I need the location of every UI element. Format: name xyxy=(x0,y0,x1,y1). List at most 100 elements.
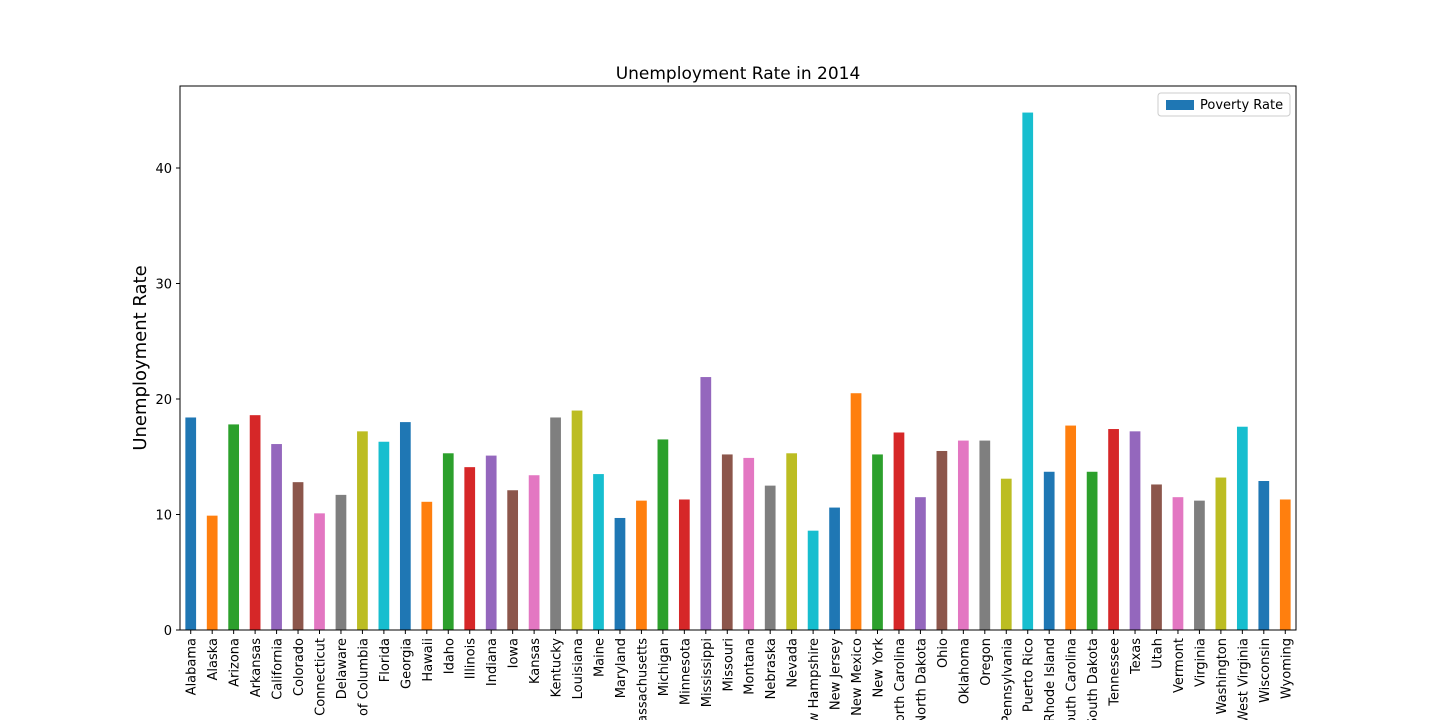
bar xyxy=(485,455,497,630)
x-tick-label: Arizona xyxy=(228,638,243,687)
x-tick-label: Nebraska xyxy=(764,638,779,699)
bar xyxy=(1129,431,1141,630)
bar xyxy=(850,393,862,630)
y-tick-label: 10 xyxy=(155,509,172,524)
bar xyxy=(786,453,798,630)
x-tick-label: Oregon xyxy=(979,638,994,686)
legend-box xyxy=(1157,92,1291,117)
x-tick-label: Texas xyxy=(1129,638,1144,675)
bar xyxy=(721,454,733,630)
bar xyxy=(399,422,411,630)
x-tick-label: South Carolina xyxy=(1065,638,1080,720)
x-tick-label: North Carolina xyxy=(893,638,908,720)
bar xyxy=(1086,471,1098,630)
x-tick-label: Nevada xyxy=(786,638,801,688)
bar xyxy=(1172,497,1184,630)
bar xyxy=(507,490,519,630)
x-tick-label: Florida xyxy=(378,638,393,682)
x-tick-label: Idaho xyxy=(442,638,457,674)
x-tick-label: New Mexico xyxy=(850,638,865,716)
x-tick-label: Mississippi xyxy=(700,638,715,707)
x-tick-label: Maryland xyxy=(614,638,629,698)
x-tick-label: South Dakota xyxy=(1086,638,1101,720)
bar xyxy=(464,467,476,630)
bar xyxy=(957,440,969,630)
y-axis-label: Unemployment Rate xyxy=(130,265,151,450)
bar xyxy=(1215,477,1227,630)
plot-frame xyxy=(179,85,1297,631)
bar xyxy=(292,482,304,630)
x-tick-label: Massachusetts xyxy=(635,638,650,720)
legend-swatch xyxy=(1166,100,1194,110)
x-tick-label: Kentucky xyxy=(550,638,565,698)
x-tick-label: New Jersey xyxy=(829,638,844,710)
x-tick-label: West Virginia xyxy=(1236,638,1251,720)
bar xyxy=(421,501,433,630)
bar xyxy=(1108,429,1119,630)
x-tick-label: Iowa xyxy=(507,638,522,668)
y-tick-label: 0 xyxy=(164,624,172,639)
bar xyxy=(550,417,561,630)
bar xyxy=(249,415,261,630)
y-tick-label: 20 xyxy=(155,393,172,408)
bar xyxy=(893,432,905,630)
bar xyxy=(271,444,282,630)
bar xyxy=(1151,484,1162,630)
x-tick-label: Ohio xyxy=(936,638,951,668)
x-tick-label: Pennsylvania xyxy=(1000,638,1015,720)
x-tick-label: Colorado xyxy=(292,638,307,696)
bar xyxy=(378,441,390,630)
x-tick-label: Vermont xyxy=(1172,638,1187,693)
x-tick-label: Kansas xyxy=(528,638,543,684)
bar xyxy=(571,410,583,630)
bar xyxy=(206,515,218,630)
bar xyxy=(335,494,347,630)
x-tick-label: New York xyxy=(872,638,887,698)
bar xyxy=(678,499,690,630)
bar xyxy=(829,507,840,630)
x-tick-label: Tennessee xyxy=(1108,638,1123,707)
x-tick-label: New Hampshire xyxy=(807,638,822,720)
x-tick-label: Louisiana xyxy=(571,638,586,699)
legend-label: Poverty Rate xyxy=(1200,98,1283,113)
x-tick-label: Connecticut xyxy=(314,638,329,716)
x-tick-label: California xyxy=(271,638,286,700)
x-tick-label: Illinois xyxy=(464,638,479,679)
bar xyxy=(872,454,883,630)
bar xyxy=(1279,499,1291,630)
x-tick-label: Georgia xyxy=(399,638,414,689)
y-tick-label: 40 xyxy=(155,162,172,177)
x-tick-label: Wisconsin xyxy=(1258,638,1273,703)
x-tick-label: Hawaii xyxy=(421,638,436,682)
y-tick-label: 30 xyxy=(155,278,172,293)
bar xyxy=(357,431,368,630)
x-tick-label: North Dakota xyxy=(914,638,929,720)
x-tick-label: Missouri xyxy=(721,638,736,692)
bar xyxy=(614,517,626,630)
chart-title: Unemployment Rate in 2014 xyxy=(616,64,861,84)
x-tick-label: Puerto Rico xyxy=(1022,638,1037,712)
x-tick-label: Rhode Island xyxy=(1043,638,1058,720)
bar xyxy=(593,474,604,630)
x-tick-label: Minnesota xyxy=(678,638,693,705)
bar xyxy=(636,500,647,630)
bar xyxy=(764,485,776,630)
bar xyxy=(743,457,755,630)
bar xyxy=(979,440,991,630)
x-tick-label: Maine xyxy=(593,638,608,677)
x-tick-label: District of Columbia xyxy=(356,638,371,720)
bar xyxy=(1236,426,1248,630)
bar xyxy=(185,417,197,630)
bar xyxy=(657,439,669,630)
x-tick-label: Oklahoma xyxy=(957,638,972,704)
bar xyxy=(1000,478,1012,630)
x-tick-label: Utah xyxy=(1151,638,1166,669)
bar xyxy=(1065,425,1077,630)
bar xyxy=(314,513,325,630)
bar xyxy=(915,497,926,630)
x-tick-label: Indiana xyxy=(485,638,500,686)
x-tick-label: Montana xyxy=(743,638,758,695)
bar xyxy=(528,475,540,630)
x-tick-label: Wyoming xyxy=(1279,638,1294,699)
